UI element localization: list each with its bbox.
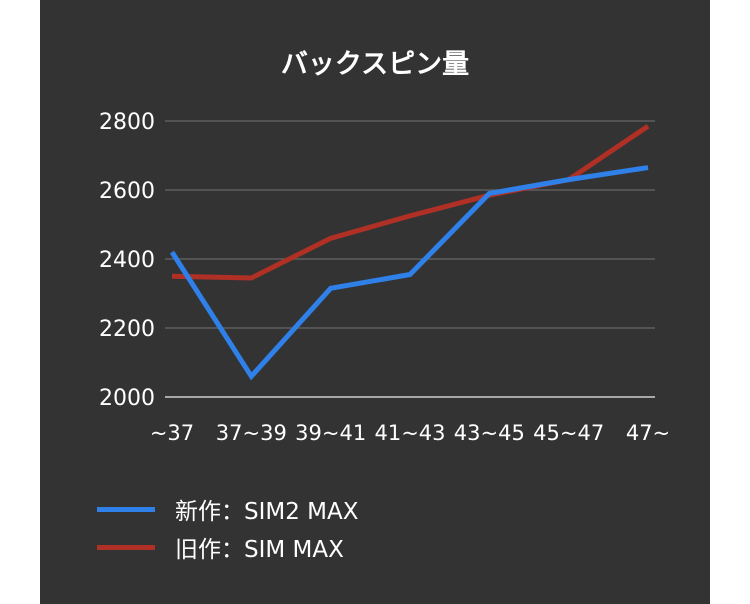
series-line-1 [169,165,649,381]
x-tick-label: ~37 [150,421,194,445]
legend-label-series-2: 旧作：SIM MAX [175,537,344,563]
legend-swatch-series-1 [97,506,155,512]
x-axis-ticks: ~37 37~39 39~41 41~43 43~45 45~47 47~ [150,421,670,445]
y-tick-label: 2800 [99,110,155,135]
x-tick-label: 43~45 [454,421,525,445]
chart-title: バックスピン量 [280,49,470,80]
y-tick-label: 2200 [99,317,155,342]
series-line-2 [171,124,650,281]
y-tick-label: 2600 [99,179,155,204]
x-tick-label: 41~43 [374,421,445,445]
legend-item-series-2: 旧作：SIM MAX [97,528,359,566]
series-lines [169,124,650,381]
legend-item-series-1: 新作：SIM2 MAX [97,490,359,528]
legend-swatch-series-2 [97,544,155,550]
x-tick-label: 45~47 [533,421,604,445]
x-tick-label: 39~41 [295,421,366,445]
y-tick-label: 2000 [99,386,155,411]
y-axis-ticks: 2000 2200 2400 2600 2800 [99,110,155,411]
x-tick-label: 37~39 [216,421,287,445]
legend: 新作：SIM2 MAX 旧作：SIM MAX [97,490,359,566]
y-tick-label: 2400 [99,248,155,273]
x-tick-label: 47~ [626,421,670,445]
gridlines [165,120,655,398]
chart-panel [40,0,710,604]
legend-label-series-1: 新作：SIM2 MAX [175,499,359,525]
